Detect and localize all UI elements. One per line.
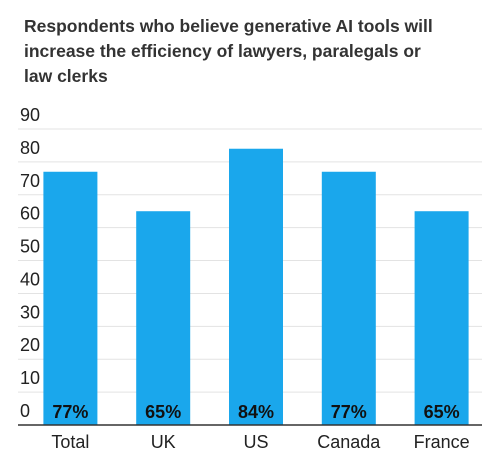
y-axis: 0 10 20 30 40 50 60 70 80 90 bbox=[20, 105, 40, 421]
data-label-total: 77% bbox=[52, 402, 88, 422]
x-tick-label-total: Total bbox=[51, 432, 89, 452]
y-tick-label: 50 bbox=[20, 237, 40, 257]
bars bbox=[43, 148, 469, 425]
data-label-canada: 77% bbox=[331, 402, 367, 422]
bar-france bbox=[414, 211, 469, 425]
x-axis: Total UK US Canada France bbox=[18, 424, 482, 452]
y-tick-label: 30 bbox=[20, 302, 40, 322]
y-tick-label: 60 bbox=[20, 204, 40, 224]
x-tick-label-uk: UK bbox=[151, 432, 176, 452]
bar-canada bbox=[321, 171, 376, 425]
y-tick-label: 0 bbox=[20, 401, 30, 421]
y-tick-label: 10 bbox=[20, 368, 40, 388]
chart-title: Respondents who believe generative AI to… bbox=[24, 14, 494, 89]
chart-title-line-1: Respondents who believe generative AI to… bbox=[24, 16, 433, 36]
bar-us bbox=[229, 148, 283, 425]
y-tick-label: 40 bbox=[20, 269, 40, 289]
y-tick-label: 20 bbox=[20, 335, 40, 355]
y-tick-label: 90 bbox=[20, 105, 40, 125]
data-label-uk: 65% bbox=[145, 402, 181, 422]
bar-uk bbox=[136, 211, 191, 425]
chart-title-line-3: law clerks bbox=[24, 66, 108, 86]
bar-total bbox=[43, 171, 98, 425]
y-tick-label: 80 bbox=[20, 138, 40, 158]
data-labels: 77% 65% 84% 77% 65% bbox=[52, 402, 459, 422]
data-label-france: 65% bbox=[424, 402, 460, 422]
x-tick-label-france: France bbox=[414, 432, 470, 452]
x-tick-label-canada: Canada bbox=[317, 432, 381, 452]
chart-title-line-2: increase the efficiency of lawyers, para… bbox=[24, 41, 421, 61]
data-label-us: 84% bbox=[238, 402, 274, 422]
y-tick-label: 70 bbox=[20, 171, 40, 191]
x-tick-label-us: US bbox=[243, 432, 268, 452]
